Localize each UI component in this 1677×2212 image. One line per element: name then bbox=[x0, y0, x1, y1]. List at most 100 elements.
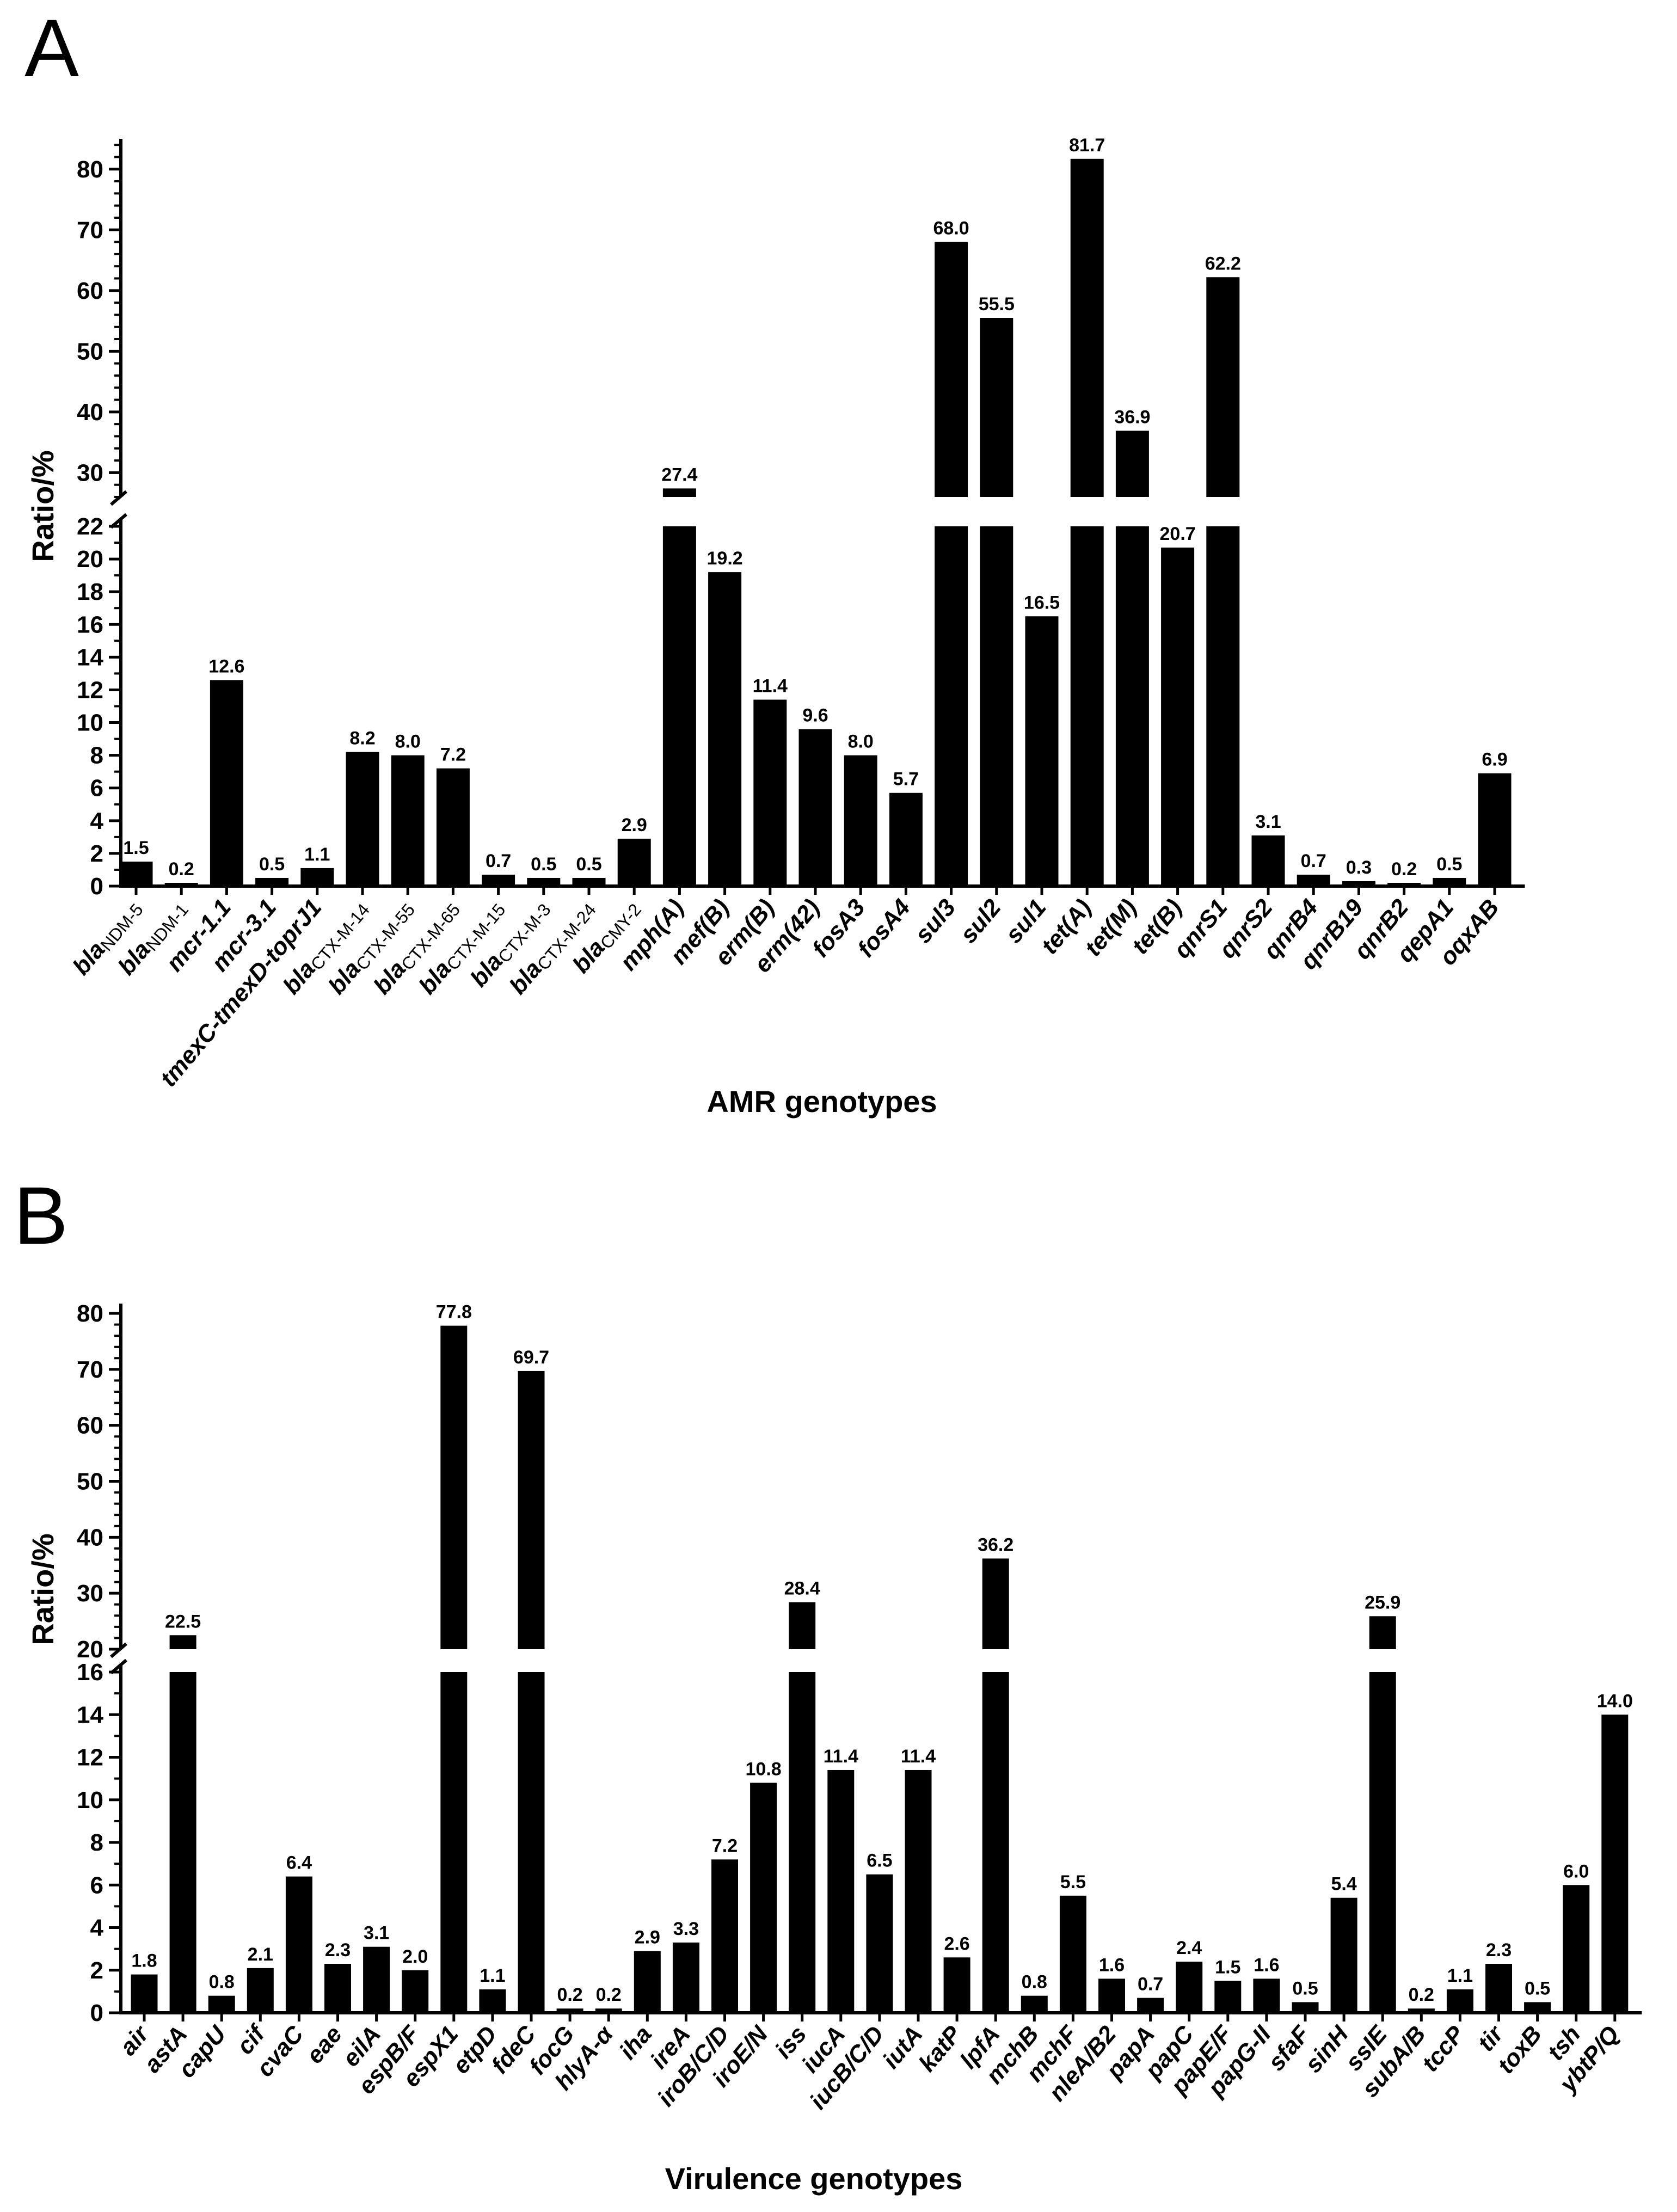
panel-b-bar bbox=[750, 1783, 777, 2013]
panel-b-bar bbox=[943, 1957, 970, 2013]
panel-a-bar bbox=[300, 868, 334, 886]
panel-b-bar bbox=[1214, 1981, 1242, 2013]
panel-b-bar bbox=[479, 1989, 506, 2013]
panel-b-data-label: 6.4 bbox=[286, 1853, 312, 1873]
panel-b-data-label: 2.6 bbox=[944, 1933, 969, 1954]
panel-a-bar bbox=[1251, 835, 1285, 886]
panel-a-data-label: 5.7 bbox=[893, 769, 919, 790]
panel-b-bar bbox=[905, 1769, 932, 2013]
panel-b-data-label: 2.1 bbox=[248, 1944, 273, 1965]
panel-b-data-label: 0.8 bbox=[1022, 1972, 1047, 1993]
panel-a-data-label: 36.9 bbox=[1114, 407, 1150, 427]
panel-b-bar bbox=[672, 1942, 699, 2013]
panel-b-bar bbox=[711, 1859, 738, 2013]
panel-b-bar bbox=[402, 1970, 429, 2013]
panel-b-y-tick-label: 0 bbox=[90, 2000, 103, 2026]
panel-b-data-label: 11.4 bbox=[824, 1746, 858, 1767]
panel-b-data-label: 1.6 bbox=[1099, 1955, 1125, 1975]
panel-a-data-label: 81.7 bbox=[1069, 135, 1105, 156]
panel-b-y-tick-label: 8 bbox=[90, 1829, 103, 1856]
panel-b-data-label: 2.9 bbox=[635, 1927, 660, 1948]
panel-b-bar bbox=[1563, 1885, 1590, 2013]
panel-a-bar-upper bbox=[1070, 158, 1104, 497]
panel-a-bar bbox=[1297, 874, 1330, 886]
panel-a-y-tick-label: 50 bbox=[77, 338, 103, 365]
panel-a-data-label: 27.4 bbox=[661, 464, 697, 485]
panel-b-data-label: 0.5 bbox=[1292, 1978, 1318, 1999]
panel-b-data-label: 2.4 bbox=[1176, 1938, 1202, 1958]
panel-b-bar bbox=[518, 1672, 545, 2013]
panel-b-bar bbox=[324, 1964, 351, 2013]
panel-b-bar-upper bbox=[1369, 1616, 1396, 1649]
panel-b-data-label: 2.0 bbox=[402, 1946, 428, 1967]
panel-a-bar bbox=[1070, 526, 1104, 886]
panel-b-data-label: 1.1 bbox=[1447, 1965, 1473, 1986]
panel-b-bar bbox=[1253, 1978, 1280, 2013]
panel-b-data-label: 11.4 bbox=[901, 1746, 936, 1767]
panel-a-y-tick-label: 22 bbox=[77, 513, 103, 540]
panel-a-bar bbox=[210, 680, 243, 886]
panel-b-y-tick-label: 70 bbox=[77, 1356, 103, 1383]
panel-b-bar bbox=[1446, 1989, 1473, 2013]
panel-b-bar bbox=[1524, 2002, 1551, 2013]
panel-a-data-label: 0.7 bbox=[486, 851, 511, 871]
panel-a-y-tick-label: 40 bbox=[77, 399, 103, 426]
panel-b-data-label: 10.8 bbox=[746, 1759, 782, 1779]
panel-a-bar bbox=[119, 861, 153, 886]
panel-b-data-label: 6.0 bbox=[1563, 1861, 1589, 1882]
panel-b-bar bbox=[595, 2008, 622, 2013]
panel-b-bar bbox=[440, 1672, 468, 2013]
panel-a-data-label: 0.2 bbox=[169, 859, 194, 880]
panel-b-bar bbox=[982, 1672, 1009, 2013]
panel-b-bar-upper bbox=[982, 1558, 1009, 1649]
panel-a-data-label: 20.7 bbox=[1160, 524, 1196, 544]
panel-a-bar bbox=[1206, 526, 1240, 886]
panel-b-bar bbox=[789, 1672, 816, 2013]
panel-a-bar bbox=[1433, 877, 1466, 886]
panel-b-y-tick-label: 10 bbox=[77, 1787, 103, 1814]
panel-b-data-label: 1.6 bbox=[1254, 1955, 1279, 1975]
panel-b-data-label: 22.5 bbox=[165, 1611, 201, 1632]
panel-b-bar bbox=[1408, 2008, 1435, 2013]
panel-a-data-label: 1.1 bbox=[304, 844, 330, 865]
panel-a-bar-upper bbox=[935, 242, 968, 497]
panel-b-bar bbox=[169, 1672, 196, 2013]
panel-b-data-label: 0.5 bbox=[1525, 1978, 1550, 1999]
panel-a-bar bbox=[844, 755, 877, 886]
panel-b-y-tick-label: 30 bbox=[77, 1580, 103, 1607]
panel-a-y-axis-label: Ratio/% bbox=[26, 450, 60, 562]
panel-b-y-tick-label: 40 bbox=[77, 1524, 103, 1551]
panel-b-bar-upper bbox=[169, 1635, 196, 1649]
panel-a-bar bbox=[391, 755, 425, 886]
panel-b-bar bbox=[827, 1769, 855, 2013]
panel-a-bar bbox=[935, 526, 968, 886]
panel-a-data-label: 16.5 bbox=[1024, 592, 1060, 613]
panel-b-bar bbox=[1021, 1995, 1048, 2013]
panel-a-bar bbox=[346, 752, 379, 886]
panel-a-bar bbox=[527, 877, 561, 886]
panel-b-bar bbox=[634, 1951, 661, 2013]
panel-a-data-label: 3.1 bbox=[1255, 812, 1281, 832]
panel-b-data-label: 77.8 bbox=[436, 1302, 472, 1323]
panel-a-bar-upper bbox=[662, 488, 696, 497]
panel-a-data-label: 68.0 bbox=[933, 218, 969, 239]
panel-b-y-tick-label: 12 bbox=[77, 1744, 103, 1771]
panel-b-y-tick-label: 16 bbox=[77, 1659, 103, 1686]
panel-a-bar bbox=[1342, 881, 1375, 886]
panel-b-data-label: 28.4 bbox=[784, 1578, 820, 1599]
panel-b-bar bbox=[1137, 1998, 1164, 2013]
panel-b-bar bbox=[1059, 1895, 1086, 2013]
panel-b-bar bbox=[131, 1974, 158, 2013]
panel-a-data-label: 8.0 bbox=[848, 732, 874, 752]
panel-b-data-label: 1.8 bbox=[131, 1951, 157, 1971]
panel-b-data-label: 14.0 bbox=[1597, 1691, 1633, 1711]
panel-a-chart: A Ratio/% AMR genotypes 0 2 4 6 8 10 12 14 16 18 2… bbox=[24, 2, 1525, 1119]
panel-b-y-tick-label: 2 bbox=[90, 1957, 103, 1984]
panel-a-y-tick-label: 60 bbox=[77, 278, 103, 304]
panel-b-data-label: 0.2 bbox=[1409, 1984, 1434, 2005]
panel-a-y-tick-label: 80 bbox=[77, 156, 103, 183]
panel-b-data-label: 6.5 bbox=[867, 1851, 892, 1871]
panel-a-bar-upper bbox=[1115, 431, 1149, 497]
panel-a-bar bbox=[708, 572, 742, 886]
panel-b-y-tick-label: 50 bbox=[77, 1468, 103, 1495]
